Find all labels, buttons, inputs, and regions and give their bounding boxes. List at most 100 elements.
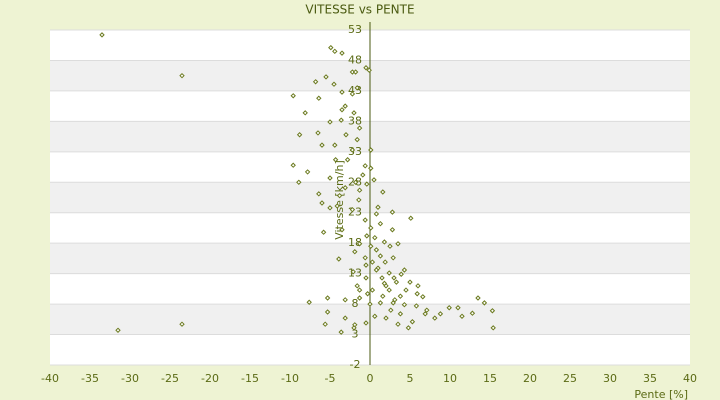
data-point [342, 185, 348, 191]
data-point [351, 325, 357, 331]
data-point [349, 91, 356, 97]
x-axis-title: Pente [%] [634, 388, 688, 400]
x-tick-label: 40 [683, 372, 697, 385]
data-point [368, 165, 374, 171]
data-point [344, 157, 351, 163]
x-tick-label: 5 [407, 372, 414, 385]
data-point [381, 280, 388, 287]
data-point [432, 315, 438, 321]
data-point [324, 295, 331, 301]
x-tick-label: -5 [325, 372, 336, 385]
data-point [420, 294, 426, 300]
data-point [398, 271, 404, 277]
data-point [331, 81, 337, 87]
y-tick-label: 43 [348, 84, 362, 97]
data-point [336, 256, 342, 262]
data-point [323, 74, 329, 80]
data-point [414, 291, 420, 297]
y-tick-label: 33 [348, 145, 362, 158]
data-point [379, 275, 385, 281]
data-point [179, 321, 185, 327]
data-point [392, 297, 398, 303]
data-point [332, 157, 339, 163]
data-point [362, 217, 368, 223]
y-axis-title: Vitesse [km/h] [333, 160, 346, 240]
data-point [363, 262, 369, 268]
data-point [327, 119, 333, 125]
data-point [459, 313, 465, 319]
data-point [397, 311, 404, 317]
data-point [332, 48, 338, 55]
data-point [319, 200, 325, 206]
data-point [327, 205, 333, 211]
data-point [354, 136, 360, 143]
data-point [373, 267, 380, 273]
data-point [369, 259, 376, 265]
data-point [324, 309, 331, 315]
data-point [386, 287, 392, 293]
x-tick-label: -10 [281, 372, 299, 385]
data-point [490, 325, 496, 331]
data-point [352, 179, 359, 185]
y-tick-label: 48 [348, 53, 362, 66]
x-tick-label: 20 [523, 372, 537, 385]
data-point [362, 163, 368, 169]
data-point [368, 225, 374, 231]
data-point [349, 147, 356, 153]
x-tick-label: -30 [121, 372, 139, 385]
x-tick-label: 10 [443, 372, 457, 385]
data-point [364, 291, 371, 297]
data-point [306, 299, 312, 305]
data-point [405, 325, 412, 331]
data-point [362, 255, 368, 261]
x-tick-label: 25 [563, 372, 577, 385]
data-point [312, 79, 319, 85]
data-point [336, 192, 343, 199]
data-point [354, 85, 360, 91]
data-point [424, 307, 430, 313]
data-point [339, 50, 345, 56]
data-point [377, 220, 384, 227]
data-point [356, 125, 363, 131]
data-point [364, 233, 370, 239]
x-tick-label: 30 [603, 372, 617, 385]
data-point [422, 311, 428, 317]
data-point [332, 142, 338, 148]
data-point [386, 270, 392, 276]
data-point [296, 179, 302, 185]
data-point [316, 95, 322, 101]
data-point [446, 305, 452, 311]
data-point [373, 211, 380, 217]
data-point [383, 315, 389, 321]
data-point [356, 197, 362, 203]
data-point [372, 234, 378, 241]
x-tick-label: -15 [241, 372, 259, 385]
y-tick-label: 18 [348, 236, 362, 249]
data-point [366, 67, 372, 73]
data-point [343, 132, 349, 138]
data-point [351, 110, 357, 116]
data-point [349, 206, 356, 213]
data-point [354, 283, 360, 289]
x-tick-label: -35 [81, 372, 99, 385]
data-point [401, 301, 408, 308]
data-point [395, 321, 401, 327]
data-point [99, 32, 105, 38]
data-point [391, 275, 397, 281]
data-point [390, 255, 396, 261]
data-point [342, 297, 348, 303]
data-point [115, 327, 121, 333]
data-point [375, 204, 381, 210]
data-point [356, 241, 363, 247]
data-point [389, 227, 396, 233]
data-point [334, 203, 340, 209]
data-point [304, 169, 311, 175]
y-tick-label: 23 [348, 206, 362, 219]
data-point [363, 275, 369, 281]
x-tick-label: 35 [643, 372, 657, 385]
data-point [469, 310, 476, 316]
data-point [356, 295, 363, 301]
x-tick-label: -40 [41, 372, 59, 385]
data-point [369, 287, 376, 293]
